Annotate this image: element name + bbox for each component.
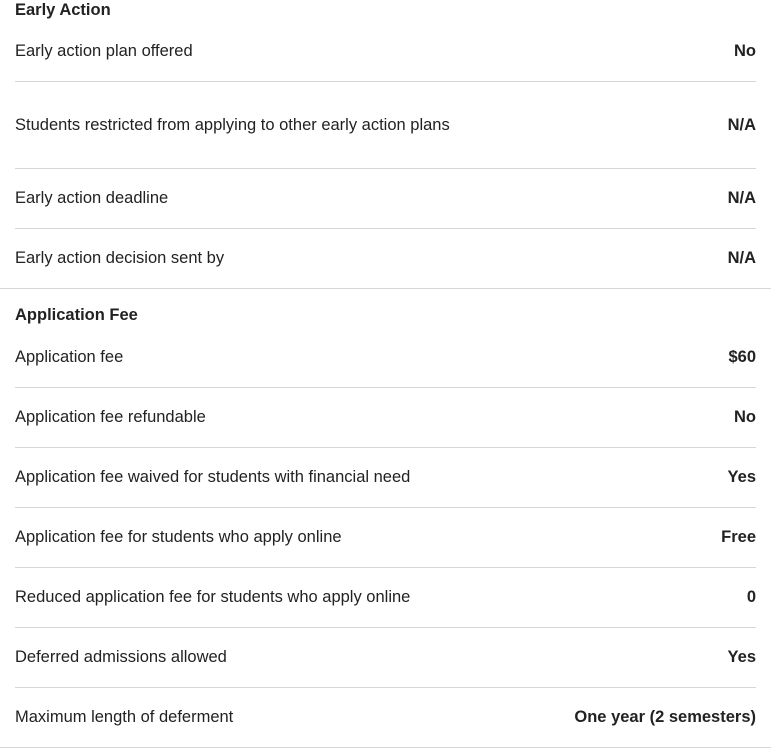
row-label: Early action decision sent by (15, 249, 225, 267)
row-value: N/A (727, 249, 756, 267)
table-row: Application fee refundable No (15, 388, 756, 448)
table-row: Application fee waived for students with… (15, 448, 756, 508)
row-label: Maximum length of deferment (15, 708, 234, 726)
row-value: One year (2 semesters) (574, 708, 756, 726)
row-value: N/A (727, 189, 756, 207)
row-label: Early action deadline (15, 189, 169, 207)
row-value: 0 (746, 588, 756, 606)
table-row: Students restricted from applying to oth… (15, 82, 756, 169)
table-row: Deferred admissions allowed Yes (15, 628, 756, 688)
row-label: Application fee (15, 348, 124, 366)
row-value: $60 (728, 348, 756, 366)
row-label: Application fee waived for students with… (15, 468, 411, 486)
row-value: Yes (727, 648, 756, 666)
row-label: Application fee refundable (15, 408, 206, 426)
section-title: Early Action (15, 1, 111, 19)
table-row: Early action deadline N/A (15, 169, 756, 229)
row-label: Reduced application fee for students who… (15, 588, 411, 606)
row-label: Early action plan offered (15, 42, 193, 60)
row-value: Yes (727, 468, 756, 486)
table-row: Maximum length of deferment One year (2 s… (15, 688, 756, 747)
table-row: Application fee for students who apply o… (15, 508, 756, 568)
section-title: Application Fee (15, 306, 138, 324)
row-value: No (734, 42, 756, 60)
row-value: Free (721, 528, 756, 546)
row-label: Application fee for students who apply o… (15, 528, 342, 546)
row-label: Students restricted from applying to oth… (15, 115, 450, 134)
table-row: Reduced application fee for students who… (15, 568, 756, 628)
row-label: Deferred admissions allowed (15, 648, 227, 666)
application-fee-section: Application Fee Application fee $60 Appli… (0, 289, 771, 748)
table-row: Early action plan offered No (15, 22, 756, 82)
early-action-section: Early Action Early action plan offered No… (0, 0, 771, 289)
row-value: No (734, 408, 756, 426)
table-row: Application fee $60 (15, 328, 756, 388)
row-value: N/A (727, 115, 756, 134)
table-row: Early action decision sent by N/A (15, 229, 756, 288)
